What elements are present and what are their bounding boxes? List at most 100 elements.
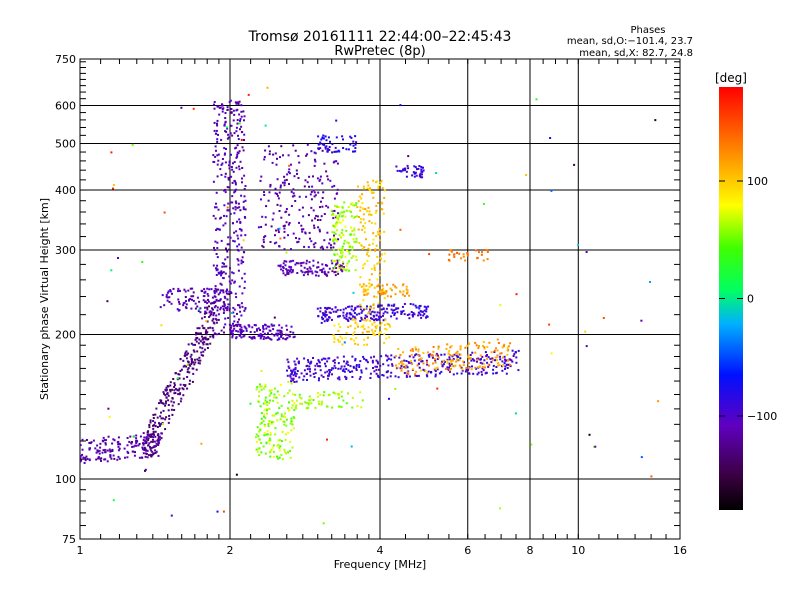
data-point	[376, 255, 379, 258]
data-point	[457, 353, 459, 356]
data-point	[324, 310, 327, 313]
data-point	[452, 354, 455, 357]
data-point	[507, 349, 510, 352]
data-point	[223, 265, 226, 268]
data-point	[405, 285, 408, 288]
data-point	[288, 408, 291, 411]
data-point	[177, 290, 179, 293]
data-point	[343, 360, 345, 363]
data-point	[320, 400, 323, 403]
data-point	[382, 287, 385, 290]
data-point	[147, 444, 150, 447]
data-point	[343, 370, 346, 373]
data-point	[198, 362, 201, 365]
data-point	[382, 308, 385, 310]
data-point	[241, 146, 244, 149]
data-point	[344, 307, 347, 310]
data-point	[396, 366, 399, 369]
data-point	[449, 249, 452, 252]
data-point	[400, 311, 403, 314]
data-point	[374, 248, 377, 251]
data-point	[322, 376, 325, 378]
data-point	[169, 381, 172, 384]
data-point	[469, 357, 472, 359]
data-point	[477, 371, 480, 374]
data-point	[392, 304, 395, 307]
data-point	[337, 397, 340, 399]
data-point	[223, 189, 225, 192]
data-point	[217, 133, 219, 136]
data-point	[342, 266, 345, 269]
data-point	[310, 191, 313, 193]
data-point	[290, 260, 293, 263]
data-point	[499, 352, 502, 355]
data-point	[310, 150, 313, 153]
data-point	[197, 310, 200, 312]
data-point	[415, 306, 418, 309]
data-point	[314, 270, 317, 273]
data-point	[80, 459, 83, 462]
data-point	[223, 309, 226, 312]
data-point	[269, 399, 271, 402]
data-point	[380, 304, 383, 307]
data-point	[340, 390, 343, 393]
data-point	[284, 211, 287, 214]
data-point	[488, 341, 491, 344]
data-point	[226, 307, 229, 310]
data-point	[186, 371, 189, 373]
data-point	[196, 358, 199, 361]
data-point	[371, 317, 374, 320]
data-point	[550, 189, 553, 192]
data-point	[363, 227, 366, 229]
data-point	[209, 342, 212, 345]
data-point	[495, 371, 498, 374]
data-point	[113, 457, 116, 460]
data-point	[213, 306, 216, 309]
data-point	[288, 260, 291, 263]
data-point	[368, 210, 371, 213]
data-point	[403, 372, 406, 374]
data-point	[287, 361, 290, 364]
data-point	[313, 151, 316, 154]
data-point	[304, 232, 307, 235]
data-point	[260, 385, 263, 388]
data-point	[293, 371, 296, 374]
data-point	[361, 310, 364, 313]
data-point	[344, 337, 347, 339]
data-point	[436, 368, 439, 371]
data-point	[326, 370, 329, 373]
data-point	[149, 446, 151, 448]
data-point	[151, 454, 154, 457]
data-point	[415, 353, 418, 356]
data-point	[240, 314, 243, 317]
data-point	[319, 141, 322, 144]
data-point	[221, 265, 224, 268]
data-point	[285, 418, 288, 421]
data-point	[354, 359, 357, 362]
data-point	[165, 396, 168, 399]
data-point	[440, 370, 443, 373]
data-point	[304, 401, 307, 404]
data-point	[223, 153, 226, 156]
data-point	[231, 168, 234, 171]
data-point	[346, 249, 348, 252]
data-point	[333, 231, 336, 234]
data-point	[260, 198, 262, 201]
data-point	[203, 336, 206, 339]
data-point	[229, 212, 232, 215]
data-point	[283, 227, 286, 230]
data-point	[206, 308, 209, 311]
data-point	[372, 238, 375, 241]
data-point	[216, 105, 219, 108]
data-point	[416, 375, 418, 377]
data-point	[421, 171, 424, 173]
data-point	[201, 341, 204, 344]
data-point	[312, 372, 315, 375]
data-point	[474, 366, 477, 369]
data-point	[360, 371, 363, 374]
data-point	[324, 365, 327, 368]
data-point	[228, 248, 230, 251]
data-point	[256, 441, 258, 444]
data-point	[199, 359, 202, 362]
data-point	[329, 238, 332, 241]
